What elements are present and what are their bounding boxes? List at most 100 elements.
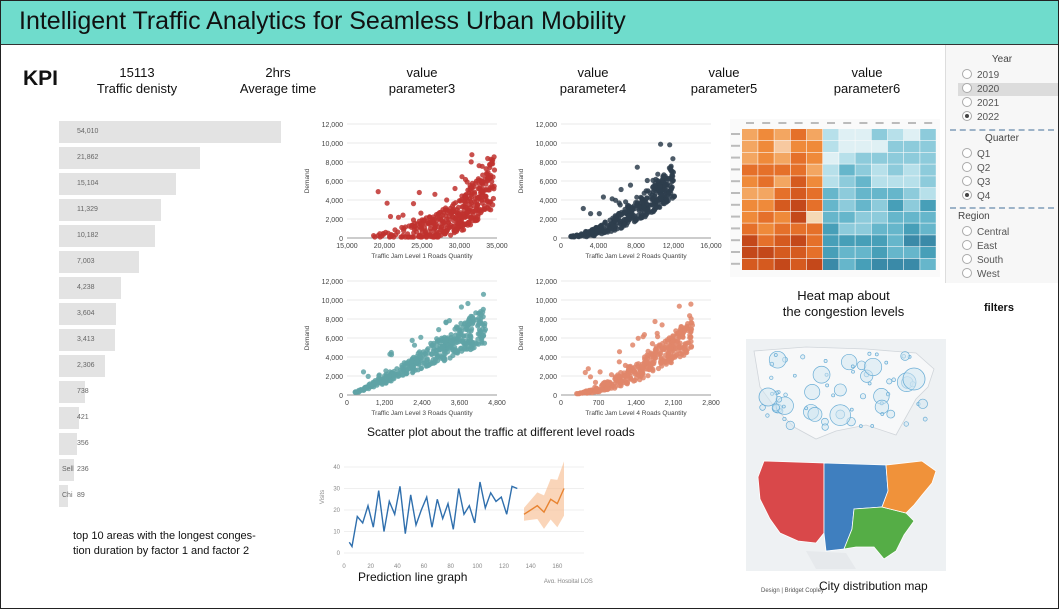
region-map[interactable] xyxy=(746,451,946,571)
city-bubble xyxy=(850,364,855,369)
scatter-point xyxy=(363,385,369,391)
scatter-point xyxy=(639,195,645,201)
city-bubble-map[interactable] xyxy=(746,339,946,451)
scatter-point xyxy=(658,355,664,361)
row-label xyxy=(731,215,740,218)
year-option-2019[interactable]: 2019 xyxy=(962,69,999,82)
scatter-point xyxy=(658,141,664,147)
scatter-point xyxy=(617,374,623,380)
scatter-point xyxy=(486,206,492,212)
bar-value-label: 356 xyxy=(77,440,89,447)
region-option-east[interactable]: East xyxy=(962,240,997,253)
year-option-2021[interactable]: 2021 xyxy=(962,97,999,110)
heatmap-cell xyxy=(920,247,936,259)
y-tick-label: 4,000 xyxy=(325,355,343,362)
y-tick-label: 12,000 xyxy=(536,122,558,129)
scatter-point xyxy=(640,375,646,381)
scatter-point xyxy=(632,371,638,377)
heatmap-cell xyxy=(855,247,871,259)
radio-icon xyxy=(962,97,972,108)
scatter-point xyxy=(391,371,397,377)
scatter-point xyxy=(480,172,486,178)
bar xyxy=(59,407,79,429)
scatter-point xyxy=(375,189,381,195)
caption-line: tion duration by factor 1 and factor 2 xyxy=(73,545,250,557)
scatter-point xyxy=(604,386,611,392)
heatmap-caption: Heat map about the congestion levels xyxy=(761,288,926,320)
kpi-value: 2hrs xyxy=(265,65,291,80)
year-option-2020[interactable]: 2020 xyxy=(958,83,1058,96)
scatter-point xyxy=(420,360,426,366)
quarter-option-q2[interactable]: Q2 xyxy=(962,162,990,175)
heatmap-cell xyxy=(839,188,855,200)
city-bubble xyxy=(867,351,872,356)
city-bubble xyxy=(804,406,809,411)
scatter-point xyxy=(575,233,581,239)
title-bar: Intelligent Traffic Analytics for Seamle… xyxy=(1,1,1058,45)
heatmap-cell xyxy=(758,129,774,141)
x-axis-label: Traffic Jam Level 1 Roads Quantity xyxy=(371,253,473,260)
scatter-point xyxy=(367,381,373,387)
bar-value-label: 7,003 xyxy=(77,258,95,265)
option-label: South xyxy=(977,255,1004,266)
x-axis-label: Traffic Jam Level 4 Roads Quantity xyxy=(585,410,687,417)
heatmap-cell xyxy=(855,235,871,247)
quarter-option-q3[interactable]: Q3 xyxy=(962,176,990,189)
region-option-central[interactable]: Central xyxy=(962,226,1009,239)
scatter-point xyxy=(452,185,458,192)
y-tick-label: 10,000 xyxy=(536,141,558,148)
option-label: 2021 xyxy=(977,98,1000,109)
scatter-point xyxy=(469,152,475,158)
scatter-point xyxy=(613,197,619,203)
city-bubble xyxy=(863,357,883,377)
scatter-point xyxy=(473,310,479,316)
scatter-point xyxy=(490,202,496,208)
scatter-point xyxy=(458,223,465,229)
bar xyxy=(59,303,117,325)
scatter-point xyxy=(646,209,652,215)
heatmap-cell xyxy=(774,176,790,188)
scatter-point xyxy=(661,201,667,207)
column-label xyxy=(827,122,835,124)
region-option-south[interactable]: South xyxy=(962,254,1003,267)
heatmap-cell xyxy=(904,140,920,152)
scatter-point xyxy=(597,369,603,375)
city-bubble xyxy=(807,407,823,422)
heatmap-cell xyxy=(774,188,790,200)
y-tick-label: 12,000 xyxy=(322,122,344,129)
city-bubble xyxy=(851,369,855,374)
bar-value-label: 421 xyxy=(77,414,89,421)
kpi-parameter3: value parameter3 xyxy=(347,65,497,97)
heatmap-cell xyxy=(871,188,888,200)
city-bubble xyxy=(769,361,775,367)
scatter-point xyxy=(459,174,465,180)
scatter-point xyxy=(439,343,445,349)
heatmap-cell xyxy=(871,211,888,223)
year-option-2022[interactable]: 2022 xyxy=(962,111,999,124)
legend-label: Avg. Hospital LOS Days xyxy=(544,579,594,583)
scatter-point xyxy=(652,318,658,325)
bar-side-label: Sell xyxy=(62,466,74,473)
scatter-point xyxy=(413,359,419,365)
scatter-point xyxy=(377,234,383,240)
quarter-option-q1[interactable]: Q1 xyxy=(962,148,990,161)
heatmap-cell xyxy=(742,199,758,211)
row-label xyxy=(731,239,740,242)
scatter-point xyxy=(669,173,675,179)
heatmap-cell xyxy=(806,188,823,200)
scatter-point xyxy=(387,213,394,220)
city-bubble xyxy=(874,352,879,357)
scatter-point xyxy=(418,365,424,372)
scatter-point xyxy=(587,374,594,380)
quarter-option-q4[interactable]: Q4 xyxy=(962,190,990,203)
heatmap-cell xyxy=(887,211,904,223)
scatter-point xyxy=(481,328,487,334)
heatmap-cell xyxy=(823,235,839,247)
row-label xyxy=(731,156,740,159)
scatter-point xyxy=(465,346,471,352)
heatmap-cell xyxy=(790,247,807,259)
bar-value-label: 3,604 xyxy=(77,310,95,317)
scatter-point xyxy=(659,322,665,328)
scatter-point xyxy=(474,199,480,205)
region-option-west[interactable]: West xyxy=(962,268,1000,281)
